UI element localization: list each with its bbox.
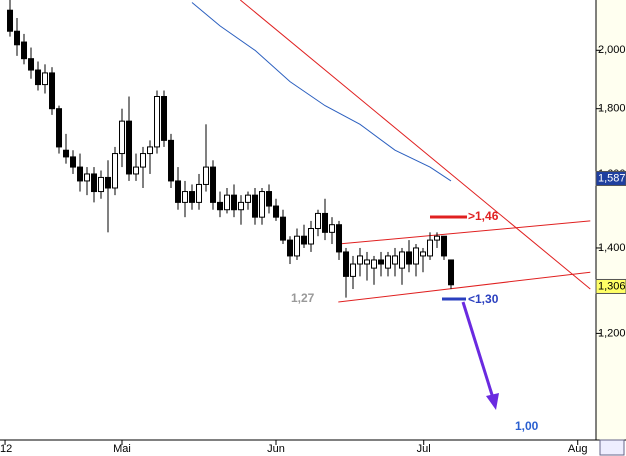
- candle-body: [217, 201, 224, 211]
- candle-body: [147, 146, 154, 155]
- candle-body: [49, 72, 56, 110]
- trend-line: [191, 2, 452, 182]
- candle-body: [119, 120, 126, 155]
- price-label: 1,306: [598, 280, 626, 292]
- candle-body: [350, 263, 357, 277]
- candle-body: [14, 30, 21, 46]
- candle-body: [28, 58, 35, 71]
- candle-body: [231, 194, 238, 211]
- candle-body: [133, 166, 140, 175]
- candle-body: [371, 259, 378, 269]
- candle-body: [189, 191, 196, 203]
- candle-body: [182, 191, 189, 203]
- price-label-box: [595, 278, 626, 294]
- candle-body: [259, 191, 266, 218]
- candle-body: [364, 259, 371, 265]
- candle-body: [441, 235, 448, 257]
- candle-body: [84, 173, 91, 182]
- candle-body: [301, 235, 308, 245]
- candle-body: [294, 235, 301, 257]
- scroll-icon[interactable]: [599, 439, 625, 456]
- candle-body: [154, 96, 161, 148]
- candle-body: [70, 156, 77, 168]
- candle-body: [42, 72, 49, 86]
- trend-line: [338, 271, 591, 303]
- x-tick-label: Jul: [417, 443, 431, 455]
- candle-body: [392, 255, 399, 265]
- annotation: <1,30: [468, 292, 499, 306]
- candle-body: [56, 108, 63, 148]
- candle-body: [406, 251, 413, 265]
- candle-body: [357, 255, 364, 265]
- candle-body: [280, 216, 287, 241]
- candle-body: [413, 247, 420, 265]
- price-label-box: [595, 170, 626, 186]
- candle-body: [35, 69, 42, 86]
- candle-body: [322, 212, 329, 233]
- candle-body: [399, 251, 406, 269]
- y-tick-label: 1,800: [598, 103, 626, 115]
- candle-body: [175, 180, 182, 203]
- candle-body: [77, 166, 84, 182]
- x-tick-label: '12: [0, 443, 12, 455]
- candle-body: [378, 259, 385, 265]
- x-tick-label: Mai: [113, 443, 131, 455]
- annotation: 1,27: [291, 291, 315, 305]
- trend-line: [338, 220, 591, 245]
- candle-body: [126, 120, 133, 175]
- candle-body: [287, 239, 294, 257]
- candle-body: [273, 205, 280, 218]
- y-tick-label: 2,000: [598, 44, 626, 56]
- candle-body: [161, 96, 168, 141]
- y-tick-label: 1,400: [598, 242, 626, 254]
- y-tick-label: 1,200: [598, 327, 626, 339]
- candle-body: [308, 228, 315, 245]
- candle-body: [238, 201, 245, 211]
- candle-body: [203, 166, 210, 185]
- candle-body: [7, 9, 14, 32]
- candle-body: [329, 224, 336, 233]
- candle-body: [112, 153, 119, 189]
- candle-body: [105, 176, 112, 189]
- candle-body: [63, 149, 70, 158]
- candle-body: [427, 239, 434, 257]
- candle-body: [252, 194, 259, 218]
- right-axis-panel: [596, 0, 626, 440]
- x-tick-label: Aug: [568, 443, 588, 455]
- candle-body: [168, 139, 175, 182]
- candle-body: [210, 166, 217, 203]
- candle-body: [336, 224, 343, 253]
- candle-body: [196, 183, 203, 203]
- target-arrow: [461, 301, 495, 399]
- candle-body: [315, 212, 322, 230]
- candle-body: [245, 194, 252, 203]
- candle-body: [21, 41, 28, 60]
- candle-body: [98, 176, 105, 193]
- candle-body: [420, 251, 427, 257]
- target-arrow-head: [486, 393, 499, 410]
- x-tick-label: Jun: [267, 443, 285, 455]
- candle-body: [343, 251, 350, 277]
- price-label: 1,587: [598, 172, 626, 184]
- candle-body: [91, 173, 98, 193]
- candle-body: [140, 153, 147, 168]
- candle-body: [385, 255, 392, 269]
- candle-body: [224, 194, 231, 211]
- trend-line: [239, 0, 591, 290]
- annotation: >1,46: [468, 209, 499, 223]
- annotation: 1,00: [515, 419, 539, 433]
- candle-body: [434, 235, 441, 241]
- candle-body: [448, 259, 455, 286]
- candle-body: [266, 191, 273, 207]
